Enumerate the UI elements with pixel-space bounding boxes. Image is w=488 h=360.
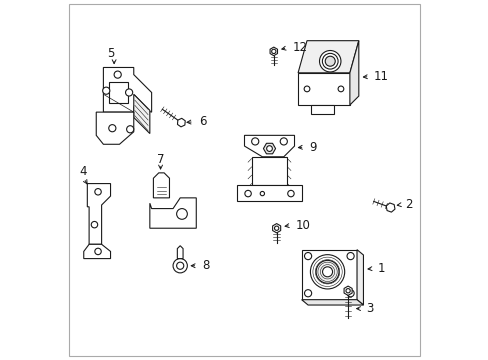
Polygon shape xyxy=(134,94,149,134)
Circle shape xyxy=(287,190,294,197)
Text: 4: 4 xyxy=(79,165,86,178)
Polygon shape xyxy=(103,67,151,112)
Polygon shape xyxy=(87,184,110,244)
Text: 11: 11 xyxy=(373,70,388,83)
Text: 8: 8 xyxy=(202,259,209,272)
Text: 10: 10 xyxy=(295,219,310,232)
Polygon shape xyxy=(386,203,394,212)
Circle shape xyxy=(114,71,121,78)
Polygon shape xyxy=(83,244,110,258)
Polygon shape xyxy=(96,112,134,144)
Text: 1: 1 xyxy=(377,262,385,275)
Circle shape xyxy=(176,262,183,269)
Circle shape xyxy=(108,125,116,132)
Polygon shape xyxy=(149,198,196,228)
Circle shape xyxy=(91,221,98,228)
Circle shape xyxy=(173,258,187,273)
Polygon shape xyxy=(298,41,358,73)
Polygon shape xyxy=(263,143,275,154)
Text: 9: 9 xyxy=(309,141,316,154)
Polygon shape xyxy=(349,41,358,105)
Circle shape xyxy=(322,267,332,277)
Circle shape xyxy=(345,289,349,293)
Polygon shape xyxy=(269,47,277,56)
Polygon shape xyxy=(298,73,349,105)
Circle shape xyxy=(280,138,287,145)
Polygon shape xyxy=(301,300,363,305)
Circle shape xyxy=(274,226,278,230)
Polygon shape xyxy=(244,135,294,157)
Text: 12: 12 xyxy=(292,41,307,54)
Text: 2: 2 xyxy=(405,198,412,211)
Circle shape xyxy=(176,208,187,219)
Polygon shape xyxy=(310,105,334,114)
Circle shape xyxy=(304,290,311,297)
Polygon shape xyxy=(272,224,280,233)
Text: 6: 6 xyxy=(199,115,206,129)
Circle shape xyxy=(102,87,110,94)
Circle shape xyxy=(95,189,101,195)
Circle shape xyxy=(304,252,311,260)
Polygon shape xyxy=(237,185,301,202)
Polygon shape xyxy=(153,173,169,198)
Text: 5: 5 xyxy=(107,47,114,60)
Circle shape xyxy=(310,255,344,289)
Circle shape xyxy=(251,138,258,145)
Circle shape xyxy=(346,290,353,297)
Circle shape xyxy=(266,146,272,152)
Circle shape xyxy=(271,49,275,54)
Text: 7: 7 xyxy=(157,153,164,166)
Circle shape xyxy=(315,260,338,283)
Circle shape xyxy=(319,50,340,72)
Circle shape xyxy=(126,126,134,133)
Polygon shape xyxy=(356,249,363,305)
Circle shape xyxy=(346,252,353,260)
Circle shape xyxy=(260,192,264,196)
Polygon shape xyxy=(177,118,185,127)
Circle shape xyxy=(244,190,251,197)
Polygon shape xyxy=(251,157,287,185)
Circle shape xyxy=(95,248,101,255)
Polygon shape xyxy=(108,82,128,103)
Text: 3: 3 xyxy=(366,302,373,315)
Polygon shape xyxy=(177,246,183,258)
Circle shape xyxy=(125,89,132,96)
Circle shape xyxy=(337,86,343,92)
Circle shape xyxy=(325,56,335,66)
Polygon shape xyxy=(344,286,351,296)
Polygon shape xyxy=(301,249,356,300)
Circle shape xyxy=(304,86,309,92)
